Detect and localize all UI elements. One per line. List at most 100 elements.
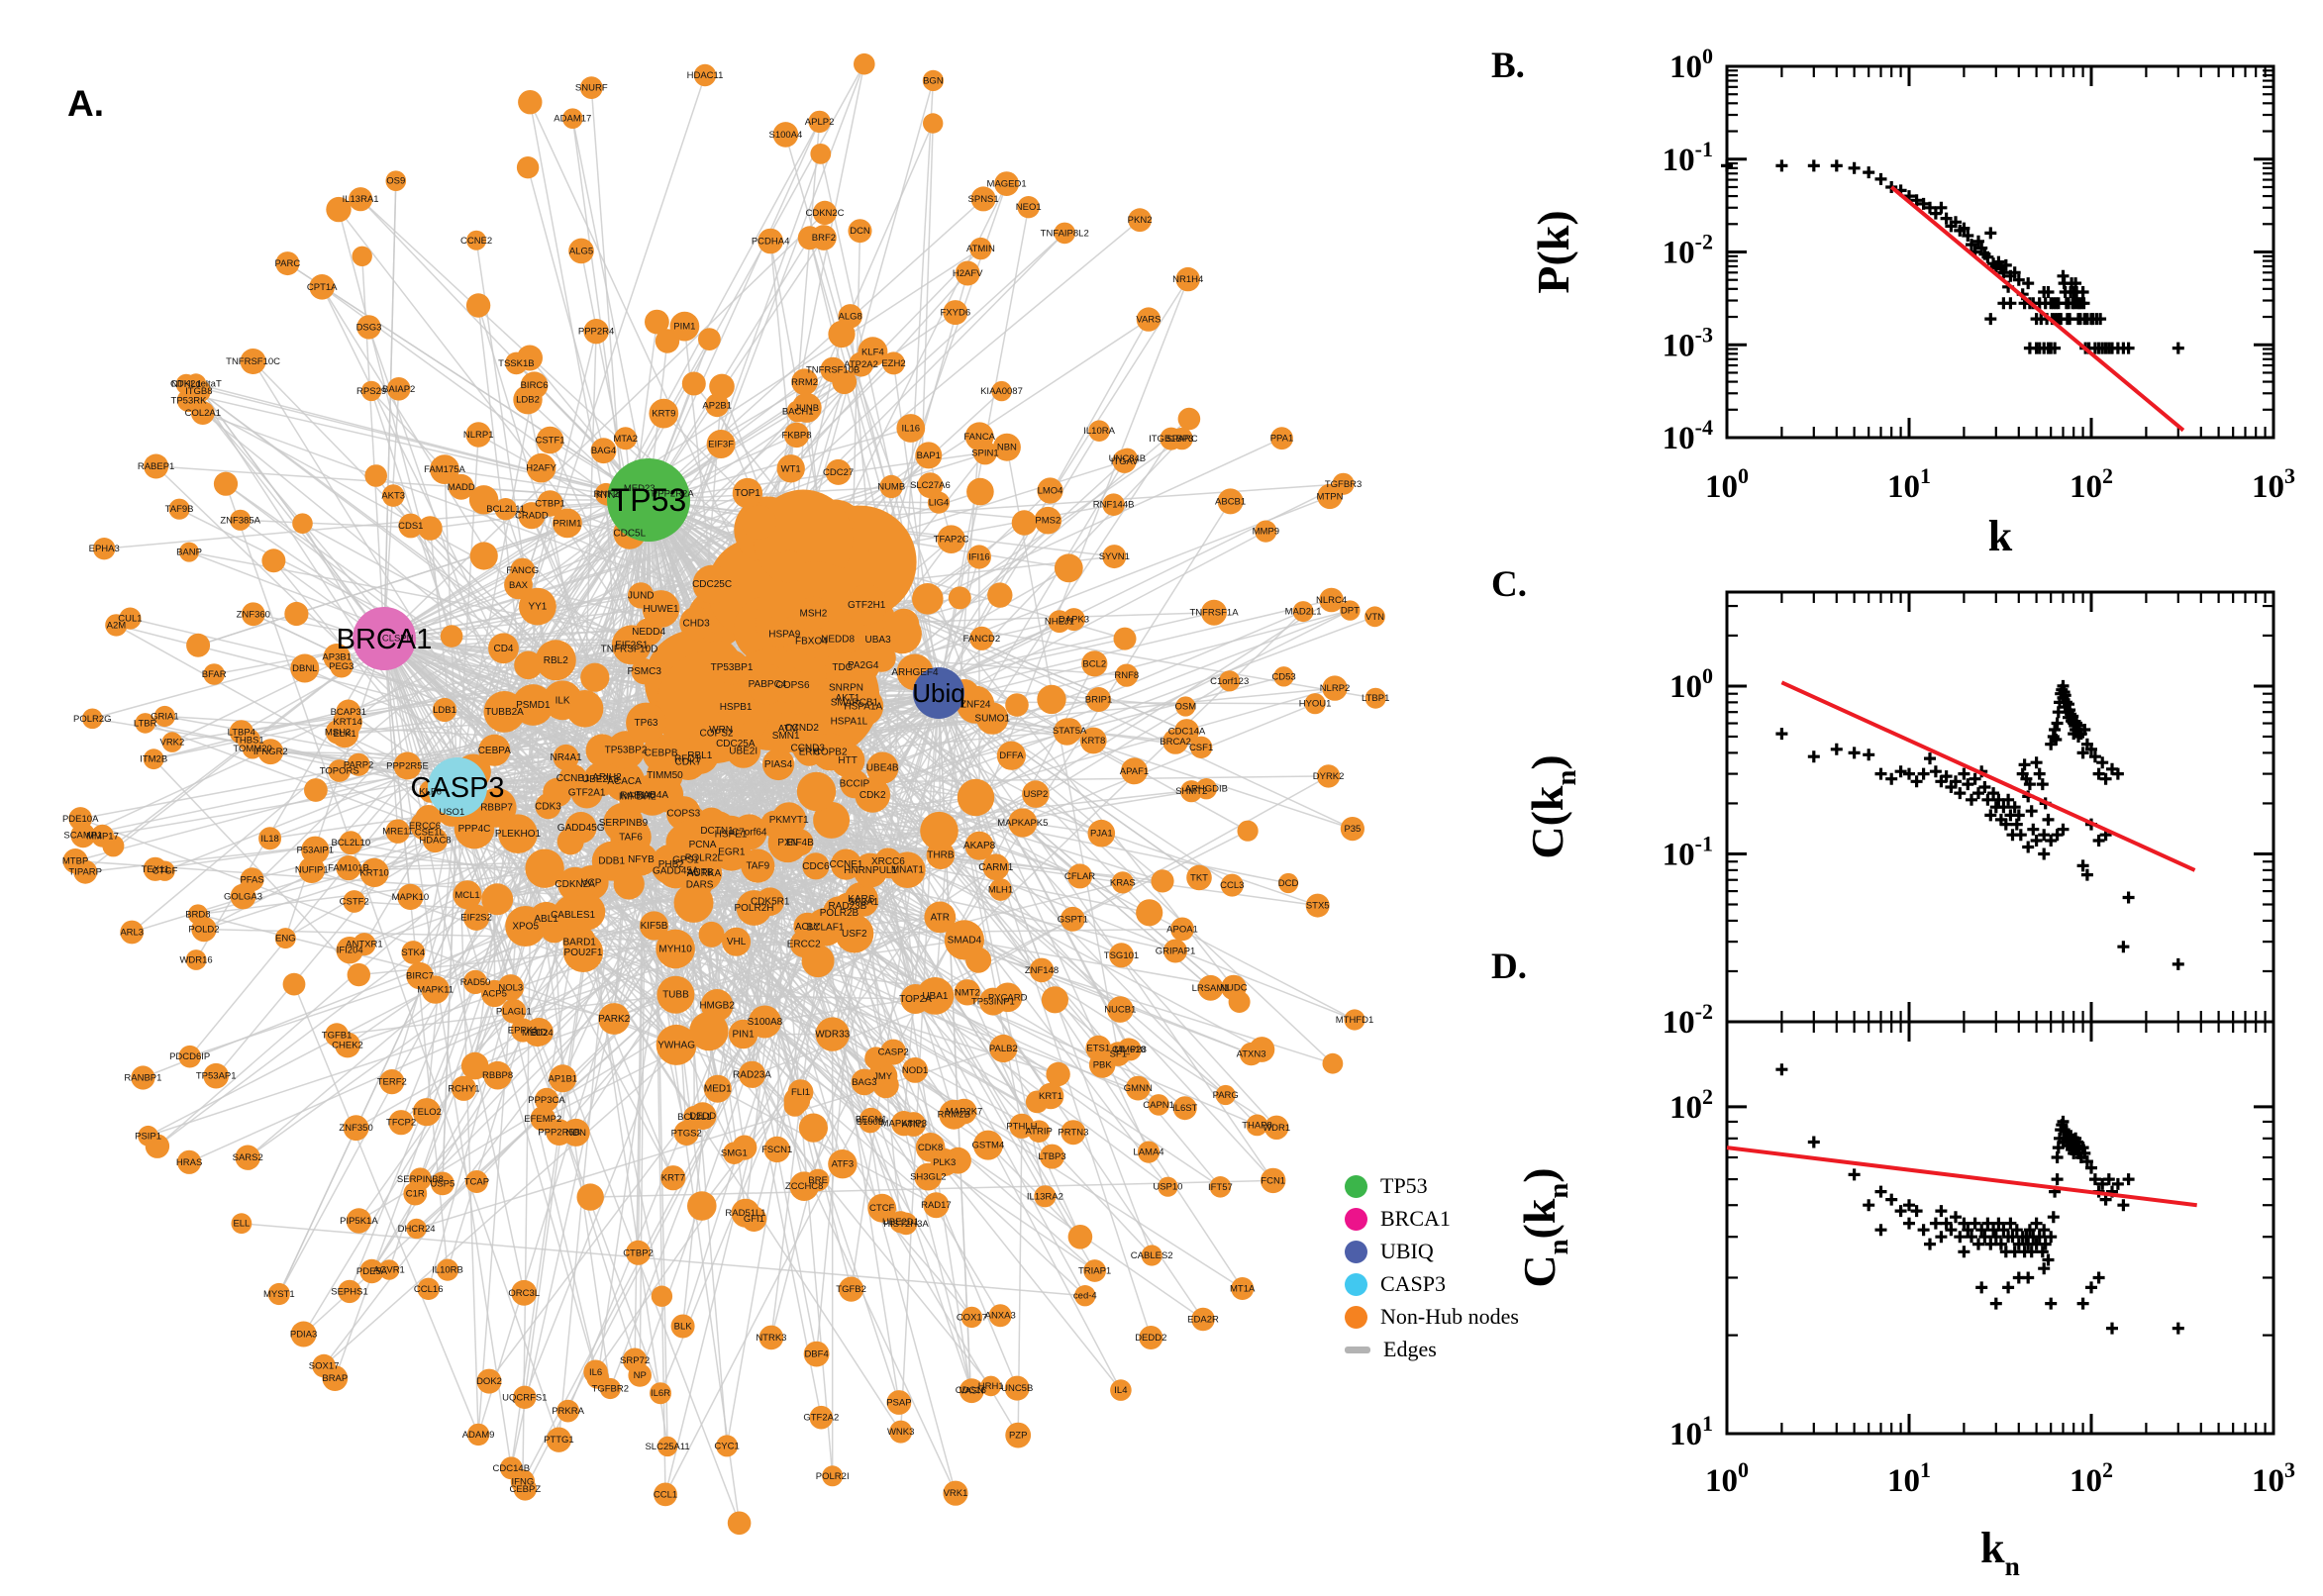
network-node	[894, 1212, 918, 1236]
network-node	[698, 328, 721, 350]
network-node	[235, 1145, 260, 1170]
node-label: UBE2L3	[582, 774, 620, 785]
scatter-point	[1807, 159, 1820, 172]
node-label: BRIP1	[1085, 695, 1112, 706]
node-label: FAM175A	[424, 464, 465, 475]
scatter-point	[2092, 835, 2105, 847]
network-node	[670, 1314, 695, 1339]
scatter-point	[2092, 767, 2105, 780]
scatter-point	[1984, 313, 1997, 326]
node-label: IL18	[260, 834, 279, 845]
network-node	[1261, 1167, 1286, 1194]
scatter-point	[2022, 1271, 2035, 1284]
scatter-point	[2051, 1173, 2064, 1186]
node-label: P35	[1344, 824, 1361, 835]
scatter-point	[1981, 1217, 1994, 1230]
network-edge	[225, 483, 560, 1441]
network-node	[1110, 1379, 1132, 1401]
network-node	[717, 688, 755, 726]
node-label: NEO1	[1016, 202, 1042, 213]
network-node	[688, 1102, 717, 1131]
node-label: MAGED1	[987, 179, 1027, 190]
node-label: MAPK11	[417, 985, 454, 996]
scatter-point	[1958, 1246, 1970, 1258]
scatter-point	[1807, 750, 1820, 763]
node-label: PPP4C	[458, 824, 491, 835]
network-node	[292, 513, 313, 534]
node-label: ATP2A2	[844, 359, 878, 370]
node-label: APLP2	[805, 117, 835, 128]
scatter-point	[1945, 1224, 1958, 1237]
network-node	[336, 855, 361, 881]
network-edge	[185, 383, 650, 501]
network-node	[381, 484, 405, 507]
node-label: TUBB2A	[485, 707, 524, 718]
node-label: SH3GL2	[910, 1172, 946, 1183]
node-label: RBBP7	[480, 803, 513, 814]
network-node	[338, 1279, 361, 1304]
network-node	[1113, 627, 1137, 650]
scatter-point	[2122, 1173, 2135, 1186]
node-label: NFYB	[628, 854, 655, 865]
network-node	[972, 441, 998, 465]
network-node	[498, 814, 538, 853]
network-node	[867, 1193, 897, 1223]
network-edge	[659, 898, 862, 1394]
network-node	[346, 1208, 372, 1234]
scatter-point	[2106, 1322, 2118, 1335]
node-label: TAF6	[619, 832, 643, 843]
network-node	[1062, 608, 1085, 632]
scatter-point	[2076, 859, 2089, 872]
node-label: SERPINB9	[599, 818, 649, 829]
scatter-point	[2018, 758, 2031, 771]
scatter-point	[1940, 212, 1953, 225]
node-label: NR1H4	[1172, 274, 1203, 285]
node-label: PKN2	[1128, 215, 1153, 226]
scatter-point	[1940, 1217, 1953, 1230]
network-edge	[156, 827, 582, 1147]
network-node	[896, 414, 926, 443]
node-label: HNRNPUL1	[844, 865, 897, 876]
network-node	[1086, 687, 1111, 712]
scatter-point	[1962, 778, 1974, 791]
network-node	[1219, 670, 1241, 692]
node-label: CEBPZ	[509, 1484, 541, 1495]
network-node	[1255, 520, 1277, 543]
node-label: HRH1	[978, 1381, 1004, 1392]
network-node	[309, 274, 336, 300]
network-node	[1220, 873, 1244, 897]
network-node	[770, 712, 805, 747]
scatter-point	[2076, 286, 2089, 298]
fit-line	[1726, 1146, 2197, 1208]
scatter-point	[1992, 255, 2005, 268]
network-node	[261, 549, 286, 573]
network-node	[982, 853, 1010, 881]
node-label: COPS2	[700, 728, 734, 739]
network-edge	[648, 198, 984, 501]
network-edge	[195, 638, 385, 960]
node-label: IL10RB	[432, 1265, 463, 1276]
scatter-point	[1807, 1136, 1820, 1148]
panel-c-label: C.	[1491, 564, 1527, 605]
network-node	[994, 171, 1019, 197]
network-node	[476, 1368, 502, 1394]
node-label: GTF2A1	[568, 787, 606, 798]
node-label: NDN	[565, 1128, 586, 1139]
node-label: BCL2	[1082, 658, 1106, 669]
scatter-point	[2014, 829, 2027, 842]
node-label: FANCG	[506, 565, 539, 576]
node-label: HYOU1	[1299, 699, 1332, 710]
node-label: CARM1	[978, 862, 1013, 873]
node-label: DBF4	[804, 1349, 828, 1360]
network-node	[1009, 1113, 1035, 1139]
node-label: TP53AP1	[196, 1071, 237, 1082]
legend-label: BRCA1	[1380, 1206, 1451, 1231]
network-node	[775, 669, 810, 704]
node-label: BCL2L11	[486, 504, 525, 515]
node-label: ACVR1	[373, 1265, 405, 1276]
node-label: NR4A1	[550, 752, 582, 763]
network-node	[889, 1420, 913, 1444]
node-label: LDB1	[433, 705, 456, 716]
scatter-point	[1978, 781, 1991, 793]
network-node	[848, 219, 872, 244]
